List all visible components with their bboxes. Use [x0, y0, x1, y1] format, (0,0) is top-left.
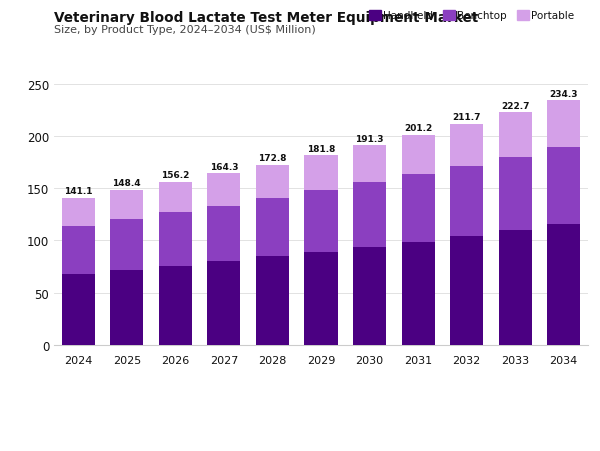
Text: ONE STOP SHOP FOR THE REPORTS: ONE STOP SHOP FOR THE REPORTS	[501, 414, 600, 420]
Bar	[450, 237, 483, 345]
Text: Veterinary Blood Lactate Test Meter Equipment Market: Veterinary Blood Lactate Test Meter Equi…	[54, 11, 478, 25]
Text: 181.8: 181.8	[307, 144, 335, 153]
Bar	[499, 113, 532, 158]
Text: The Market will Grow: The Market will Grow	[15, 385, 145, 395]
Text: Size for 2034 in US$:: Size for 2034 in US$:	[207, 410, 335, 420]
Bar	[110, 219, 143, 270]
Text: 211.7: 211.7	[452, 113, 481, 122]
Text: 191.3: 191.3	[355, 134, 384, 143]
Text: 5.2%: 5.2%	[123, 389, 203, 417]
Bar	[353, 183, 386, 247]
Bar	[62, 274, 95, 345]
Text: 141.1: 141.1	[64, 187, 92, 196]
Bar	[499, 158, 532, 230]
Text: Handheld: Handheld	[383, 11, 433, 21]
Text: 148.4: 148.4	[113, 179, 141, 188]
Bar	[547, 147, 580, 224]
Text: 234.3: 234.3	[550, 90, 578, 99]
Text: 234.3 M: 234.3 M	[339, 389, 470, 417]
Bar	[159, 266, 192, 345]
Text: market.us: market.us	[501, 394, 577, 407]
Bar	[110, 191, 143, 219]
Text: at the CAGR of:: at the CAGR of:	[15, 410, 110, 420]
Text: 172.8: 172.8	[258, 154, 287, 162]
Bar	[547, 101, 580, 147]
Bar	[353, 247, 386, 345]
Bar	[256, 257, 289, 345]
Bar	[304, 156, 338, 191]
Bar	[450, 124, 483, 167]
Bar	[62, 198, 95, 226]
Bar	[401, 175, 434, 242]
Text: Benchtop: Benchtop	[457, 11, 507, 21]
Text: 156.2: 156.2	[161, 171, 190, 180]
Bar	[450, 167, 483, 237]
Text: 164.3: 164.3	[209, 162, 238, 171]
Bar	[304, 253, 338, 345]
Bar	[110, 270, 143, 345]
Bar	[256, 165, 289, 198]
Bar	[208, 262, 241, 345]
Bar	[547, 224, 580, 345]
Text: Size, by Product Type, 2024–2034 (US$ Million): Size, by Product Type, 2024–2034 (US$ Mi…	[54, 25, 316, 35]
Text: Portable: Portable	[531, 11, 574, 21]
Text: 201.2: 201.2	[404, 124, 432, 133]
Bar	[159, 183, 192, 213]
Text: 222.7: 222.7	[501, 101, 529, 110]
Text: The Forecasted Market: The Forecasted Market	[207, 385, 348, 395]
Bar	[353, 146, 386, 183]
Bar	[401, 136, 434, 175]
Bar	[208, 207, 241, 262]
Bar	[208, 174, 241, 207]
Bar	[159, 213, 192, 266]
Bar	[62, 226, 95, 274]
Bar	[256, 198, 289, 257]
Bar	[304, 191, 338, 253]
Bar	[499, 230, 532, 345]
Bar	[401, 242, 434, 345]
